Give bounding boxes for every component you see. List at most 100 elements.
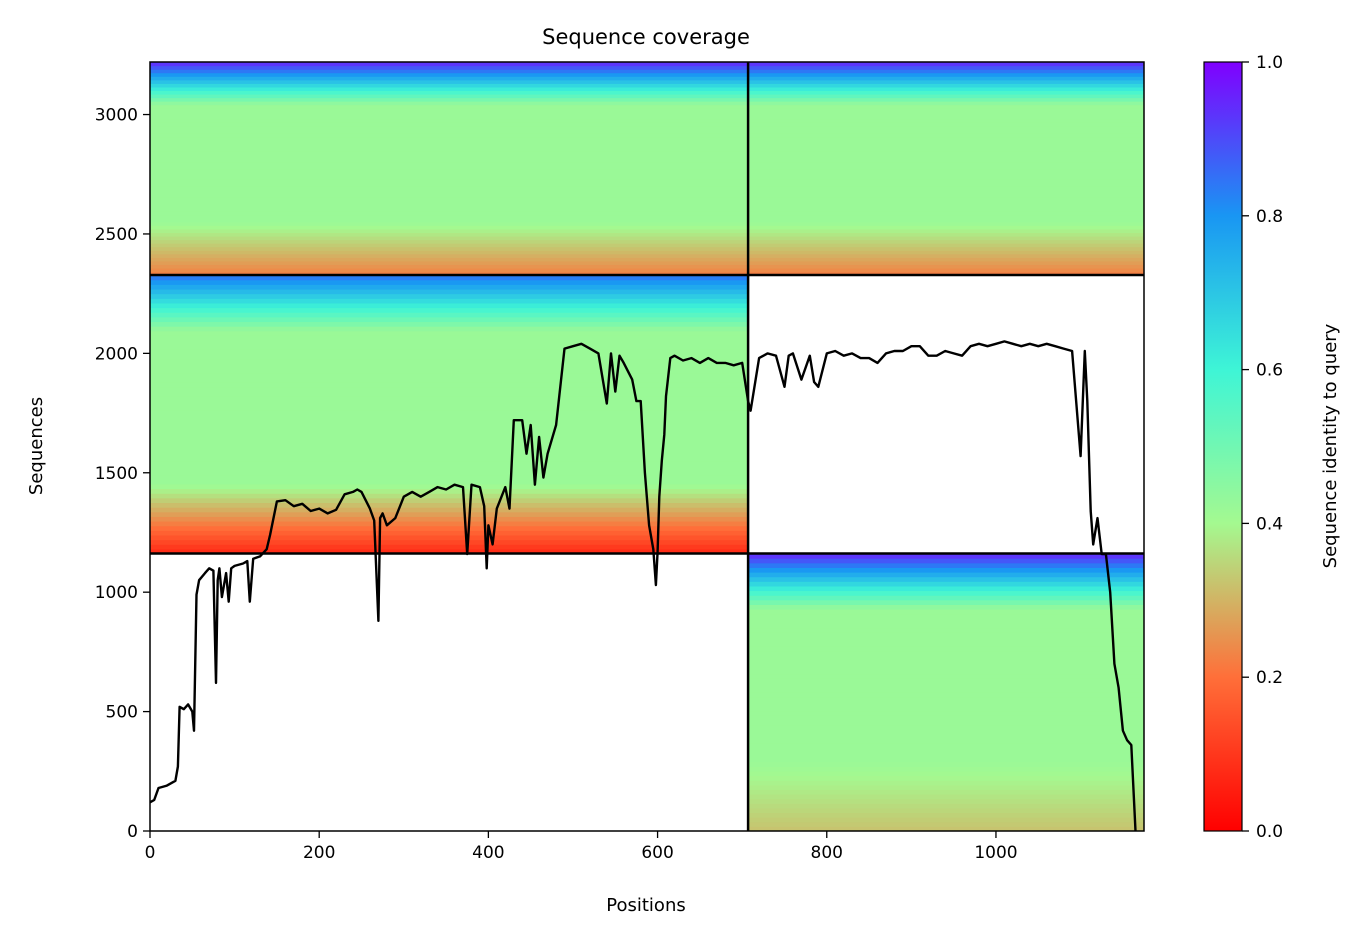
coverage-band-0-19 <box>150 204 749 209</box>
coverage-band-2-49 <box>150 321 749 327</box>
coverage-band-1-9 <box>748 239 1144 244</box>
coverage-band-3-20 <box>748 733 1144 740</box>
coverage-band-3-24 <box>748 715 1144 721</box>
coverage-band-1-19 <box>748 204 1144 209</box>
coverage-band-2-34 <box>150 391 749 397</box>
coverage-band-0-44 <box>150 115 749 120</box>
coverage-band-2-11 <box>150 497 749 504</box>
coverage-band-2-55 <box>150 293 749 299</box>
y-tick-label-0: 0 <box>127 822 138 842</box>
coverage-band-0-20 <box>150 200 749 205</box>
coverage-band-3-21 <box>748 729 1144 735</box>
coverage-band-1-38 <box>748 136 1144 141</box>
coverage-band-0-47 <box>150 104 749 109</box>
coverage-band-3-46 <box>748 613 1144 619</box>
coverage-band-1-42 <box>748 122 1144 127</box>
coverage-band-0-37 <box>150 140 749 145</box>
coverage-band-0-39 <box>150 133 749 138</box>
coverage-band-2-48 <box>150 326 749 332</box>
coverage-band-1-14 <box>748 221 1144 226</box>
coverage-band-1-15 <box>748 218 1144 223</box>
coverage-band-2-38 <box>150 372 749 378</box>
coverage-band-0-57 <box>150 69 749 74</box>
coverage-band-0-10 <box>150 235 749 241</box>
coverage-band-0-30 <box>150 164 749 170</box>
coverage-band-1-36 <box>748 143 1144 148</box>
coverage-band-1-26 <box>748 179 1144 184</box>
coverage-band-3-51 <box>748 590 1144 596</box>
coverage-band-1-35 <box>748 147 1144 152</box>
coverage-band-1-25 <box>748 182 1144 187</box>
coverage-band-3-58 <box>748 558 1144 564</box>
coverage-band-3-15 <box>748 756 1144 763</box>
coverage-band-2-24 <box>150 437 749 443</box>
coverage-band-1-20 <box>748 200 1144 205</box>
coverage-band-3-13 <box>748 766 1144 772</box>
coverage-band-3-2 <box>748 817 1144 823</box>
y-axis-label: Sequences <box>26 397 47 495</box>
coverage-band-0-2 <box>150 264 749 269</box>
coverage-band-1-49 <box>748 97 1144 102</box>
coverage-band-3-0 <box>748 826 1144 831</box>
coverage-band-0-43 <box>150 118 749 123</box>
coverage-band-3-7 <box>748 793 1144 800</box>
x-tick-label-3: 600 <box>641 843 673 863</box>
colorbar-ticks: 0.0 0.2 0.4 0.6 0.8 1.0 <box>1242 53 1283 842</box>
coverage-band-1-11 <box>748 232 1144 237</box>
coverage-band-3-40 <box>748 641 1144 647</box>
coverage-band-3-54 <box>748 576 1144 582</box>
coverage-band-1-22 <box>748 193 1144 198</box>
coverage-band-2-30 <box>150 409 749 415</box>
coverage-band-3-39 <box>748 645 1144 652</box>
coverage-band-2-37 <box>150 377 749 383</box>
coverage-band-0-7 <box>150 246 749 251</box>
coverage-band-2-53 <box>150 302 749 309</box>
coverage-band-1-41 <box>748 125 1144 131</box>
coverage-band-2-12 <box>150 493 749 499</box>
coverage-band-1-4 <box>748 257 1144 262</box>
coverage-band-3-28 <box>748 696 1144 703</box>
coverage-band-1-2 <box>748 264 1144 269</box>
coverage-band-1-47 <box>748 104 1144 109</box>
coverage-band-2-40 <box>150 363 749 369</box>
coverage-band-1-52 <box>748 86 1144 92</box>
coverage-band-2-19 <box>150 460 749 466</box>
coverage-band-3-56 <box>748 567 1144 573</box>
coverage-band-0-22 <box>150 193 749 198</box>
coverage-band-0-8 <box>150 243 749 248</box>
coverage-band-0-34 <box>150 150 749 155</box>
y-tick-label-1: 500 <box>106 703 138 723</box>
coverage-band-3-31 <box>748 682 1144 689</box>
coverage-band-0-40 <box>150 129 749 134</box>
coverage-band-1-54 <box>748 79 1144 84</box>
coverage-band-2-57 <box>150 284 749 290</box>
coverage-band-1-0 <box>748 271 1144 276</box>
coverage-band-0-21 <box>150 196 749 202</box>
coverage-band-3-26 <box>748 706 1144 712</box>
coverage-band-2-44 <box>150 344 749 350</box>
coverage-band-0-41 <box>150 125 749 131</box>
coverage-band-2-17 <box>150 469 749 476</box>
coverage-band-0-58 <box>150 65 749 70</box>
coverage-band-3-23 <box>748 719 1144 726</box>
coverage-band-1-43 <box>748 118 1144 123</box>
coverage-band-0-14 <box>150 221 749 226</box>
coverage-band-2-3 <box>150 534 749 541</box>
coverage-band-1-50 <box>748 93 1144 99</box>
coverage-band-1-44 <box>748 115 1144 120</box>
coverage-band-3-17 <box>748 747 1144 753</box>
coverage-band-0-33 <box>150 154 749 159</box>
coverage-band-0-38 <box>150 136 749 141</box>
y-tick-label-3: 1500 <box>95 464 138 484</box>
coverage-band-3-42 <box>748 632 1144 638</box>
coverage-band-0-25 <box>150 182 749 187</box>
coverage-band-3-33 <box>748 673 1144 679</box>
coverage-band-0-50 <box>150 93 749 99</box>
coverage-band-1-56 <box>748 72 1144 77</box>
coverage-band-3-11 <box>748 775 1144 781</box>
coverage-band-0-49 <box>150 97 749 102</box>
coverage-band-2-59 <box>150 275 749 281</box>
coverage-band-2-20 <box>150 456 749 462</box>
coverage-band-0-29 <box>150 168 749 173</box>
